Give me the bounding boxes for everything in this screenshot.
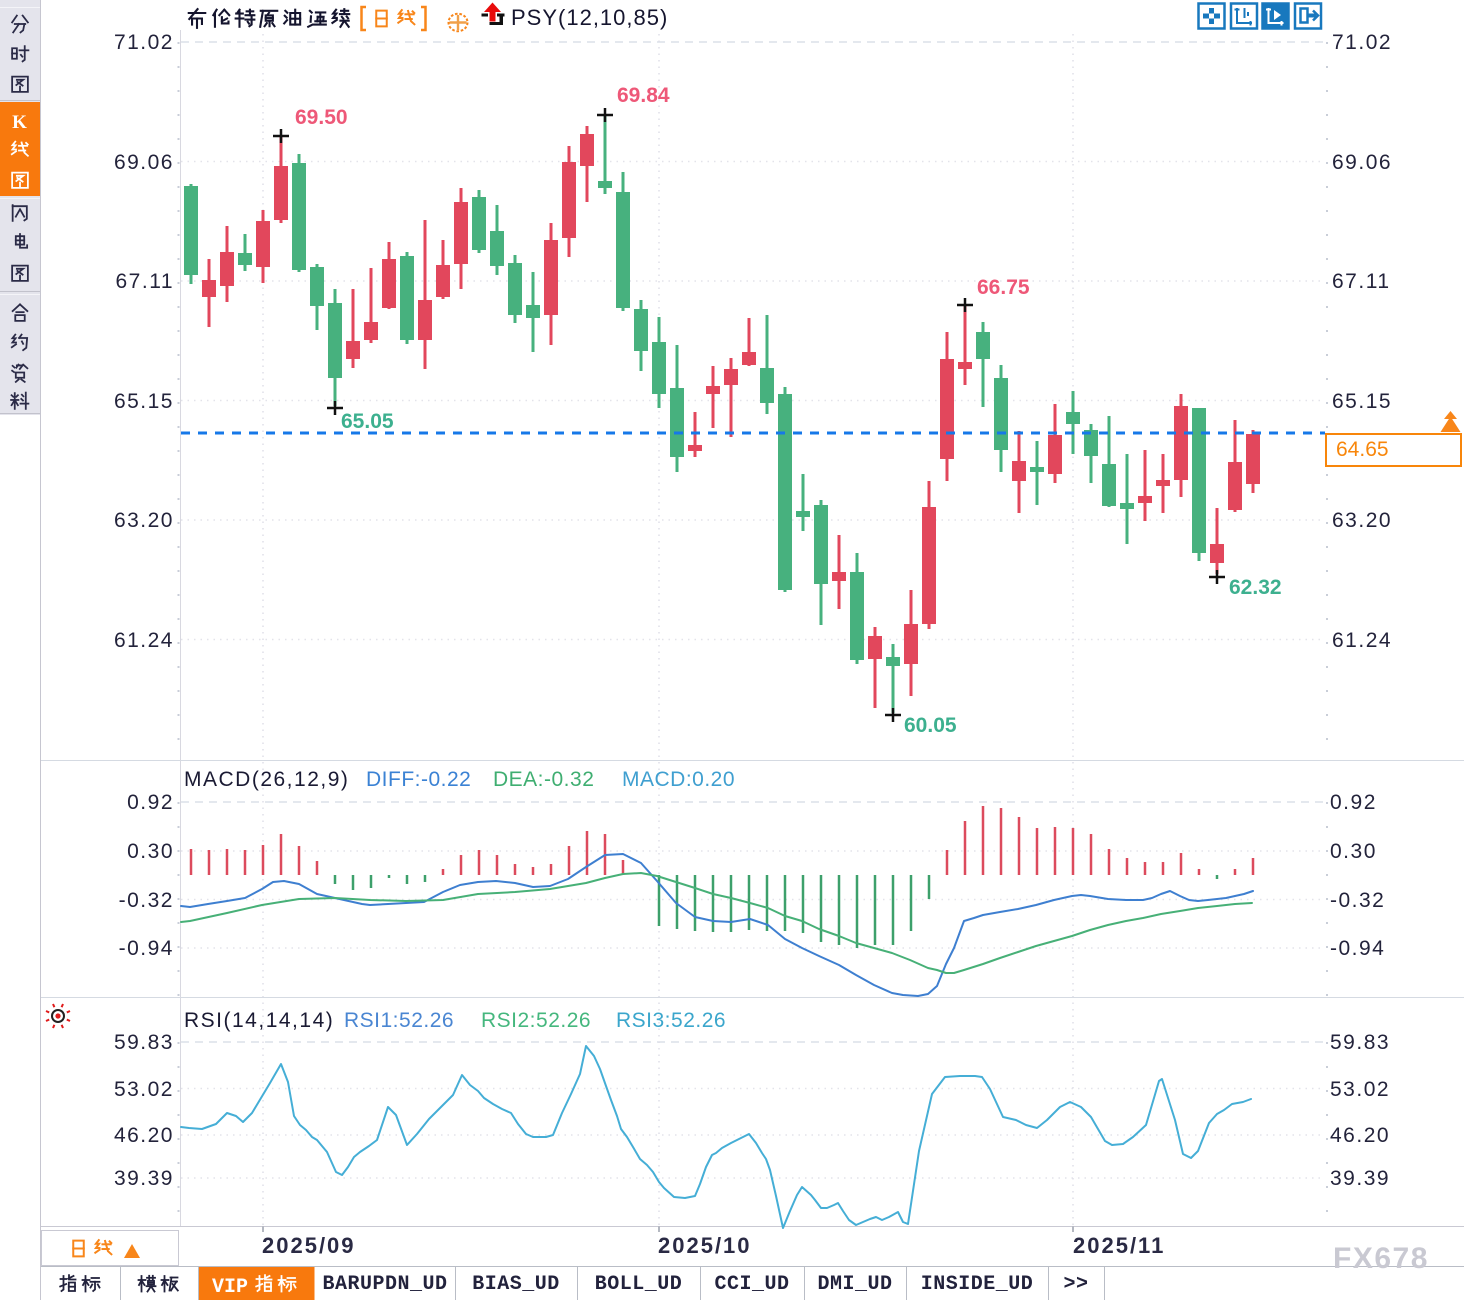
svg-text:VIP: VIP <box>212 1276 248 1299</box>
svg-text:K: K <box>12 112 27 133</box>
